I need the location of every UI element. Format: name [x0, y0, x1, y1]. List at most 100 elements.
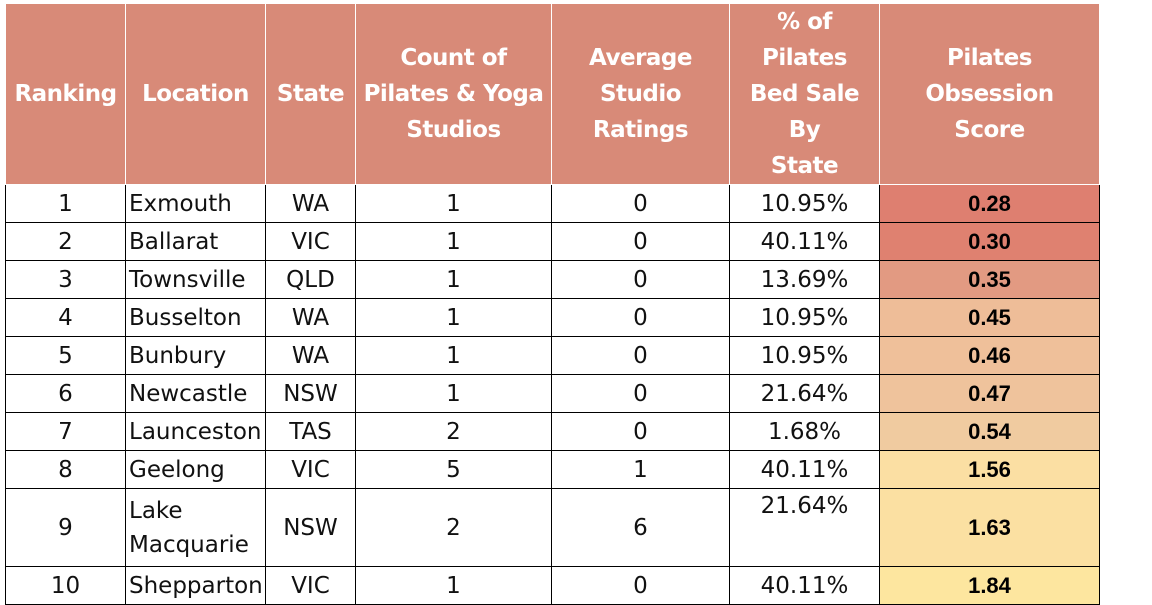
cell-location: Lake Macquarie: [125, 488, 266, 567]
header-line: Location: [142, 81, 249, 107]
cell-ranking: 8: [5, 450, 126, 489]
cell-score: 0.54: [879, 412, 1100, 451]
cell-rating: 0: [551, 222, 730, 261]
cell-location: Exmouth: [125, 184, 266, 223]
cell-ranking: 3: [5, 260, 126, 299]
cell-score: 0.30: [879, 222, 1100, 261]
cell-count: 1: [355, 184, 552, 223]
cell-rating: 0: [551, 566, 730, 605]
cell-count: 5: [355, 450, 552, 489]
cell-ranking: 6: [5, 374, 126, 413]
cell-score: 1.63: [879, 488, 1100, 567]
table-row: 5 Bunbury WA 1 0 10.95% 0.46: [5, 336, 1100, 375]
header-line: State: [276, 81, 345, 107]
table-row: 2 Ballarat VIC 1 0 40.11% 0.30: [5, 222, 1100, 261]
cell-pct: 40.11%: [729, 566, 880, 605]
pilates-ranking-table: Ranking Location State Count of Pilates &…: [5, 3, 1100, 605]
cell-ranking: 9: [5, 488, 126, 567]
header-row: Ranking Location State Count of Pilates &…: [5, 3, 1100, 185]
header-location: Location: [125, 3, 266, 185]
table-row: 1 Exmouth WA 1 0 10.95% 0.28: [5, 184, 1100, 223]
cell-ranking: 4: [5, 298, 126, 337]
table-row: 7 Launceston TAS 2 0 1.68% 0.54: [5, 412, 1100, 451]
header-line: Bed Sale By: [749, 81, 860, 143]
header-line: Studios: [406, 117, 501, 143]
cell-state: TAS: [265, 412, 356, 451]
cell-rating: 0: [551, 184, 730, 223]
cell-location: Busselton: [125, 298, 266, 337]
cell-score: 0.35: [879, 260, 1100, 299]
cell-pct: 10.95%: [729, 336, 880, 375]
cell-state: NSW: [265, 488, 356, 567]
cell-rating: 0: [551, 260, 730, 299]
cell-state: WA: [265, 336, 356, 375]
cell-state: WA: [265, 298, 356, 337]
cell-state: VIC: [265, 450, 356, 489]
header-line: State: [770, 153, 839, 179]
cell-location: Bunbury: [125, 336, 266, 375]
cell-score: 0.45: [879, 298, 1100, 337]
cell-rating: 6: [551, 488, 730, 567]
table-row: 10 Shepparton VIC 1 0 40.11% 1.84: [5, 566, 1100, 605]
cell-rating: 0: [551, 412, 730, 451]
table-row: 6 Newcastle NSW 1 0 21.64% 0.47: [5, 374, 1100, 413]
location-line: Lake: [129, 497, 183, 524]
header-ranking: Ranking: [5, 3, 126, 185]
cell-score: 1.84: [879, 566, 1100, 605]
cell-score: 0.28: [879, 184, 1100, 223]
cell-score: 0.46: [879, 336, 1100, 375]
cell-score: 0.47: [879, 374, 1100, 413]
table-row: 3 Townsville QLD 1 0 13.69% 0.35: [5, 260, 1100, 299]
cell-state: VIC: [265, 222, 356, 261]
cell-rating: 0: [551, 374, 730, 413]
cell-rating: 0: [551, 336, 730, 375]
cell-state: QLD: [265, 260, 356, 299]
table-row: 4 Busselton WA 1 0 10.95% 0.45: [5, 298, 1100, 337]
cell-count: 1: [355, 374, 552, 413]
header-line: Score: [954, 117, 1025, 143]
pilates-ranking-table-wrapper: Ranking Location State Count of Pilates &…: [5, 3, 1100, 605]
cell-location: Launceston: [125, 412, 266, 451]
cell-location: Ballarat: [125, 222, 266, 261]
cell-ranking: 5: [5, 336, 126, 375]
cell-location: Townsville: [125, 260, 266, 299]
header-line: Pilates & Yoga: [363, 81, 544, 107]
cell-ranking: 7: [5, 412, 126, 451]
cell-rating: 0: [551, 298, 730, 337]
cell-pct: 21.64%: [729, 488, 880, 567]
cell-count: 1: [355, 260, 552, 299]
header-line: % of Pilates: [762, 9, 847, 71]
cell-state: WA: [265, 184, 356, 223]
cell-ranking: 1: [5, 184, 126, 223]
header-count: Count of Pilates & Yoga Studios: [355, 3, 552, 185]
header-rating: Average Studio Ratings: [551, 3, 730, 185]
cell-count: 2: [355, 488, 552, 567]
cell-pct: 21.64%: [729, 374, 880, 413]
location-line: Macquarie: [129, 531, 249, 558]
cell-count: 1: [355, 336, 552, 375]
cell-count: 1: [355, 298, 552, 337]
cell-count: 1: [355, 222, 552, 261]
cell-state: VIC: [265, 566, 356, 605]
cell-rating: 1: [551, 450, 730, 489]
cell-count: 1: [355, 566, 552, 605]
cell-score: 1.56: [879, 450, 1100, 489]
header-score: Pilates Obsession Score: [879, 3, 1100, 185]
cell-state: NSW: [265, 374, 356, 413]
cell-pct: 10.95%: [729, 298, 880, 337]
cell-count: 2: [355, 412, 552, 451]
table-row: 8 Geelong VIC 5 1 40.11% 1.56: [5, 450, 1100, 489]
header-line: Average: [589, 45, 693, 71]
cell-pct: 13.69%: [729, 260, 880, 299]
header-line: Count of: [400, 45, 507, 71]
header-state: State: [265, 3, 356, 185]
cell-pct: 1.68%: [729, 412, 880, 451]
header-line: Pilates Obsession: [925, 45, 1054, 107]
cell-pct: 40.11%: [729, 450, 880, 489]
cell-pct: 10.95%: [729, 184, 880, 223]
header-line: Ranking: [14, 81, 117, 107]
cell-ranking: 2: [5, 222, 126, 261]
cell-location: Newcastle: [125, 374, 266, 413]
cell-ranking: 10: [5, 566, 126, 605]
cell-location: Shepparton: [125, 566, 266, 605]
